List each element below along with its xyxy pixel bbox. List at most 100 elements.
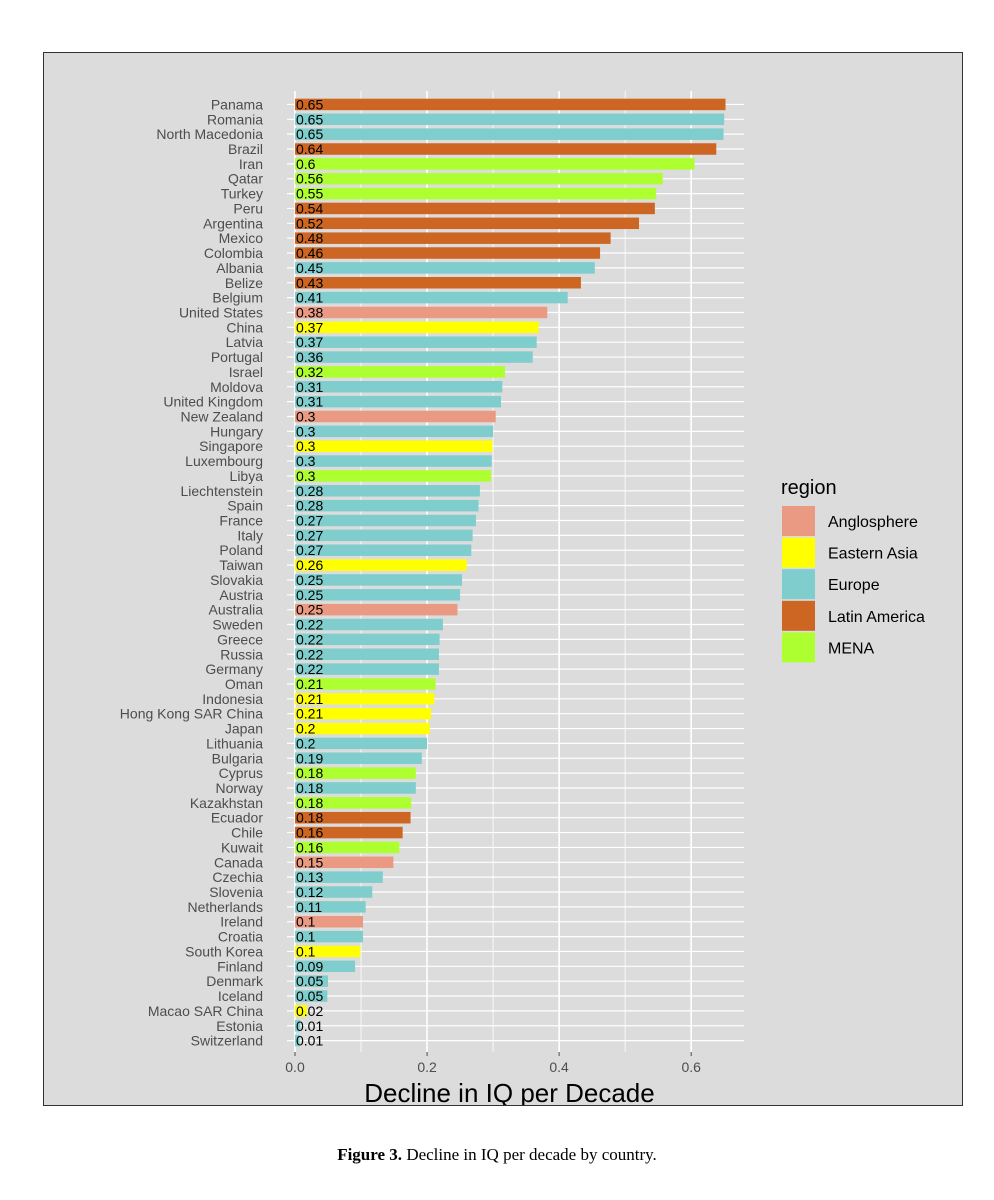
bar: [295, 321, 539, 334]
value-label: 0.28: [296, 483, 323, 499]
country-label: Japan: [225, 721, 263, 737]
country-label: Croatia: [218, 929, 263, 945]
value-label: 0.22: [296, 646, 323, 662]
value-label: 0.13: [296, 869, 323, 885]
country-label: Peru: [233, 200, 263, 216]
figure-caption: Figure 3. Decline in IQ per decade by co…: [0, 1145, 994, 1165]
value-label: 0.3: [296, 408, 316, 424]
country-label: Panama: [211, 96, 263, 112]
legend-title: region: [781, 477, 837, 499]
bar: [295, 901, 366, 913]
bar: [295, 514, 476, 527]
country-label: Lithuania: [206, 735, 263, 751]
bar: [295, 633, 440, 646]
caption-label: Figure 3.: [337, 1145, 403, 1164]
country-label: Norway: [216, 780, 263, 796]
value-label: 0.25: [296, 602, 323, 618]
country-label: Germany: [205, 661, 263, 677]
bar: [295, 366, 505, 378]
country-label: Finland: [217, 958, 263, 974]
bar: [295, 410, 496, 423]
legend-label: MENA: [828, 640, 875, 657]
value-label: 0.27: [296, 513, 323, 529]
bar: [295, 886, 373, 898]
value-label: 0.19: [296, 750, 323, 766]
value-label: 0.38: [296, 304, 323, 320]
value-label: 0.31: [296, 394, 323, 410]
country-label: Switzerland: [191, 1033, 263, 1049]
bar: [295, 752, 422, 765]
country-label: Ecuador: [211, 810, 263, 826]
value-label: 0.15: [296, 854, 323, 870]
value-label: 0.05: [296, 973, 323, 989]
value-label: 0.21: [296, 676, 323, 692]
country-label: Brazil: [228, 141, 263, 157]
country-label: Mexico: [219, 230, 264, 246]
bar: [295, 648, 439, 660]
country-label: North Macedonia: [156, 126, 263, 142]
country-label: Turkey: [221, 186, 263, 202]
value-label: 0.16: [296, 839, 323, 855]
bar: [295, 306, 548, 319]
value-label: 0.37: [296, 319, 323, 335]
value-label: 0.65: [296, 111, 323, 127]
bar: [295, 767, 416, 779]
country-label: Spain: [227, 498, 263, 514]
value-label: 0.01: [296, 1033, 323, 1049]
value-label: 0.18: [296, 795, 323, 811]
bar: [295, 960, 356, 973]
country-label: Austria: [219, 587, 263, 603]
country-label: Hong Kong SAR China: [120, 706, 263, 722]
bar: [295, 856, 394, 869]
country-label: Colombia: [204, 245, 263, 261]
value-label: 0.37: [296, 334, 323, 350]
value-label: 0.2: [296, 735, 316, 751]
bar: [295, 782, 416, 794]
country-label: Iran: [239, 156, 263, 172]
value-label: 0.41: [296, 290, 323, 306]
value-label: 0.48: [296, 230, 323, 246]
bar: [295, 841, 400, 854]
bar: [295, 395, 502, 408]
country-label: Greece: [217, 631, 263, 647]
value-label: 0.54: [296, 200, 323, 216]
bar: [295, 247, 601, 259]
bar: [295, 143, 717, 155]
value-label: 0.25: [296, 587, 323, 603]
bar: [295, 381, 503, 393]
bar: [295, 915, 364, 928]
value-label: 0.01: [296, 1018, 323, 1034]
country-label: United States: [179, 304, 263, 320]
legend-label: Eastern Asia: [828, 546, 918, 563]
x-tick-label: 0.4: [549, 1059, 569, 1075]
country-label: Australia: [209, 602, 264, 618]
bar: [295, 440, 493, 452]
bar: [295, 128, 724, 140]
bars: [295, 98, 726, 1047]
bar: [295, 722, 430, 735]
country-label: South Korea: [185, 943, 263, 959]
country-label: Luxembourg: [185, 453, 263, 469]
bar: [295, 499, 479, 512]
value-label: 0.65: [296, 126, 323, 142]
value-label: 0.1: [296, 929, 316, 945]
value-label: 0.36: [296, 349, 323, 365]
value-label: 0.02: [296, 1003, 323, 1019]
country-label: Slovenia: [209, 884, 263, 900]
value-label: 0.31: [296, 379, 323, 395]
caption-text: Decline in IQ per decade by country.: [406, 1145, 657, 1164]
country-label: Estonia: [216, 1018, 263, 1034]
bar: [295, 589, 461, 601]
x-tick-label: 0.6: [681, 1059, 701, 1075]
country-label: Taiwan: [219, 557, 263, 573]
value-label: 0.21: [296, 691, 323, 707]
country-label: Macao SAR China: [148, 1003, 263, 1019]
bar: [295, 262, 595, 274]
value-label: 0.45: [296, 260, 323, 276]
country-label: Cyprus: [219, 765, 263, 781]
bar: [295, 172, 663, 185]
bar: [295, 797, 412, 809]
country-label: Liechtenstein: [180, 483, 263, 499]
country-label: Denmark: [206, 973, 264, 989]
bar: [295, 98, 726, 111]
